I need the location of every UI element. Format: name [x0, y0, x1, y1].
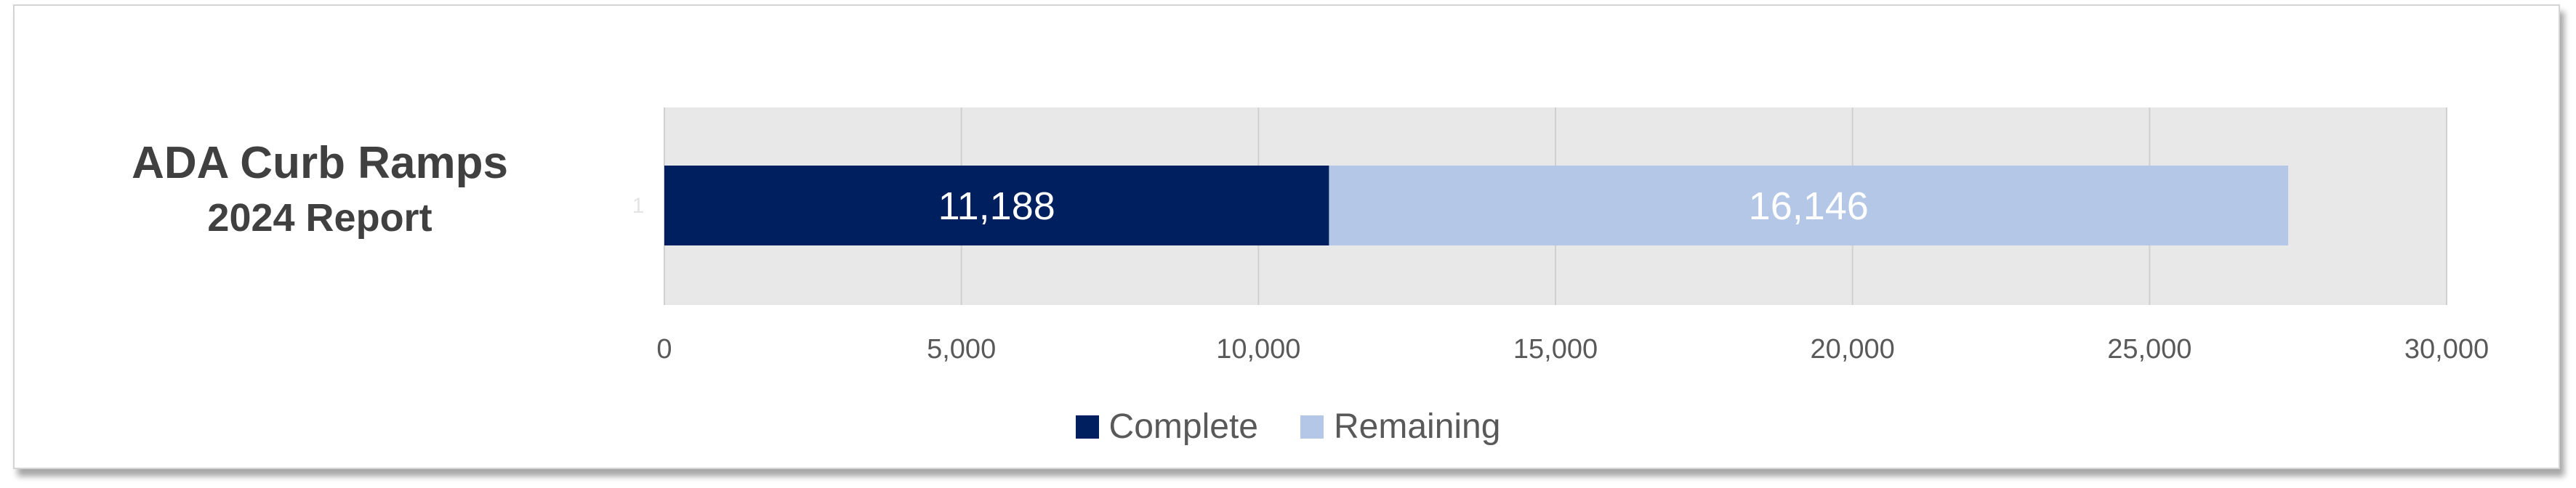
x-tick-label: 10,000 — [1216, 334, 1300, 365]
x-tick-label: 25,000 — [2107, 334, 2191, 365]
data-label-remaining: 16,146 — [1749, 184, 1869, 228]
title-line-2: 2024 Report — [207, 196, 432, 240]
x-tick-label: 15,000 — [1513, 334, 1598, 365]
x-tick-label: 5,000 — [927, 334, 996, 365]
chart-title: ADA Curb Ramps 2024 Report — [87, 134, 552, 243]
chart-legend: Complete Remaining — [0, 407, 2576, 447]
data-label-complete: 11,188 — [938, 184, 1055, 228]
title-line-1: ADA Curb Ramps — [132, 138, 508, 188]
legend-swatch — [1075, 415, 1099, 439]
bar-complete — [664, 166, 1329, 245]
legend-swatch — [1300, 415, 1324, 439]
x-tick-label: 20,000 — [1811, 334, 1895, 365]
legend-item-complete: Complete — [1075, 407, 1258, 447]
x-tick-label: 30,000 — [2404, 334, 2489, 365]
y-category-label: 1 — [632, 194, 645, 218]
legend-label: Remaining — [1333, 407, 1501, 446]
legend-item-remaining: Remaining — [1300, 407, 1500, 447]
legend-label: Complete — [1108, 407, 1258, 446]
x-tick-label: 0 — [656, 334, 672, 365]
bar-remaining — [1329, 166, 2289, 245]
